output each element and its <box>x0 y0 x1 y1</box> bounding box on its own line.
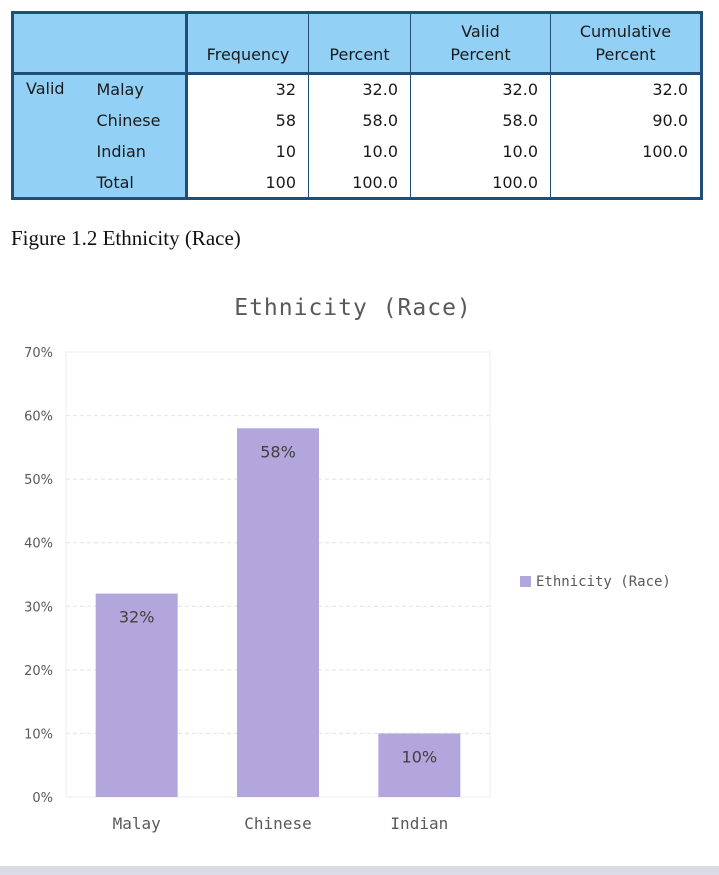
data-label: 32% <box>119 608 155 627</box>
x-axis-ticks: Malay Chinese Indian <box>113 814 449 833</box>
chart-title: Ethnicity (Race) <box>234 295 472 321</box>
cell-cumulative-percent: 100.0 <box>550 136 702 168</box>
legend-swatch <box>520 576 531 587</box>
y-tick-label: 20% <box>24 664 53 679</box>
bars: 32% 58% 10% <box>95 428 461 797</box>
cell-frequency: 100 <box>186 167 309 199</box>
table-row: Total 100 100.0 100.0 <box>13 167 702 199</box>
cell-cumulative-percent: 90.0 <box>550 104 702 136</box>
cell-frequency: 10 <box>186 136 309 168</box>
bar <box>378 733 461 797</box>
header-corner-cell <box>12 12 188 75</box>
legend: Ethnicity (Race) <box>520 574 671 590</box>
x-tick-label: Malay <box>113 814 162 833</box>
cell-cumulative-percent: 32.0 <box>550 73 702 105</box>
row-label: Total <box>84 167 188 199</box>
bottom-scroll-strip <box>0 866 719 875</box>
cell-valid-percent: 100.0 <box>410 167 551 199</box>
y-axis-ticks: 0% 10% 20% 30% 40% 50% 60% 70% <box>24 346 53 806</box>
bar <box>95 593 178 797</box>
table-header-row: Frequency Percent Valid Percent Cumulati… <box>12 12 702 75</box>
table-row: Indian 10 10.0 10.0 100.0 <box>13 136 702 168</box>
table-row: Chinese 58 58.0 58.0 90.0 <box>13 104 702 136</box>
bar <box>237 428 319 797</box>
header-frequency: Frequency <box>186 12 309 75</box>
cell-percent: 100.0 <box>308 167 411 199</box>
cell-percent: 58.0 <box>308 104 411 136</box>
data-label: 58% <box>260 442 296 461</box>
header-cumulative-percent: Cumulative Percent <box>550 12 702 75</box>
group-label: Valid <box>12 73 85 199</box>
row-label: Indian <box>84 136 188 168</box>
y-tick-label: 0% <box>32 791 53 806</box>
y-tick-label: 50% <box>24 473 53 488</box>
header-percent: Percent <box>308 12 411 75</box>
table-row: Valid Malay 32 32.0 32.0 32.0 <box>12 73 702 199</box>
x-tick-label: Indian <box>390 814 448 833</box>
cell-percent: 32.0 <box>308 73 411 105</box>
cell-valid-percent: 10.0 <box>410 136 551 168</box>
row-label: Malay <box>84 73 188 105</box>
cell-percent: 10.0 <box>308 136 411 168</box>
y-tick-label: 30% <box>24 600 53 615</box>
header-valid-percent-text: Valid Percent <box>450 22 511 64</box>
data-label: 10% <box>402 747 438 766</box>
cell-valid-percent: 32.0 <box>410 73 551 105</box>
cell-frequency: 58 <box>186 104 309 136</box>
y-tick-label: 40% <box>24 537 53 552</box>
header-cumulative-percent-text: Cumulative Percent <box>579 22 672 64</box>
frequency-table: Frequency Percent Valid Percent Cumulati… <box>11 11 703 200</box>
y-tick-label: 60% <box>24 410 53 425</box>
y-tick-label: 10% <box>24 727 53 742</box>
cell-cumulative-percent <box>550 167 702 199</box>
header-valid-percent: Valid Percent <box>410 12 551 75</box>
cell-valid-percent: 58.0 <box>410 104 551 136</box>
y-tick-label: 70% <box>24 346 53 361</box>
figure-caption: Figure 1.2 Ethnicity (Race) <box>11 226 241 250</box>
row-label: Chinese <box>84 104 188 136</box>
legend-label: Ethnicity (Race) <box>536 574 671 590</box>
cell-frequency: 32 <box>186 73 309 105</box>
x-tick-label: Chinese <box>244 814 311 833</box>
bar-chart: Ethnicity (Race) 0% 10% 20% 30% 40% 50% 60% 70%… <box>24 295 671 833</box>
